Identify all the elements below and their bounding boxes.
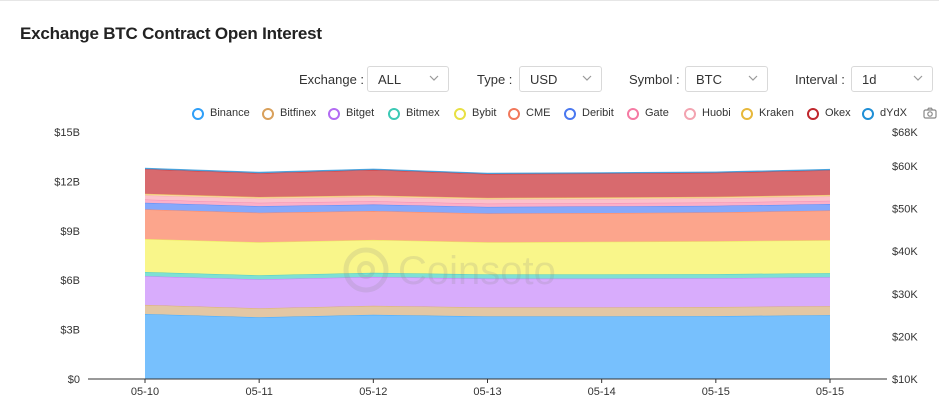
- page-title: Exchange BTC Contract Open Interest: [20, 24, 322, 43]
- y-right-tick-label: $50K: [892, 204, 918, 216]
- y-left-tick-label: $9B: [60, 226, 80, 238]
- area-gate: [145, 199, 830, 207]
- watermark-text: Coinsoto: [398, 249, 556, 293]
- area-kraken: [145, 193, 830, 200]
- legend-marker: [862, 108, 874, 120]
- y-right-tick-label: $68K: [892, 127, 918, 139]
- y-left-tick-label: $12B: [54, 176, 80, 188]
- symbol-select-value: BTC: [696, 72, 722, 87]
- legend-label: Bybit: [472, 107, 497, 119]
- chevron-down-icon: [582, 75, 592, 81]
- legend-label: Kraken: [759, 107, 794, 119]
- camera-icon[interactable]: [923, 107, 937, 119]
- area-okex: [145, 169, 830, 198]
- legend-marker: [741, 108, 753, 120]
- x-tick-label: 05-12: [359, 386, 387, 398]
- symbol-select[interactable]: BTC: [685, 66, 768, 92]
- legend-marker: [328, 108, 340, 120]
- legend-label: CME: [526, 107, 551, 119]
- legend-label: Deribit: [582, 107, 614, 119]
- top-divider: [0, 0, 939, 1]
- type-select-value: USD: [530, 72, 558, 87]
- y-left-tick-label: $3B: [60, 325, 80, 337]
- line-dydx: [144, 167, 831, 174]
- y-right-tick-label: $20K: [892, 331, 918, 343]
- y-right-tick-label: $30K: [892, 289, 918, 301]
- interval-select[interactable]: 1d: [851, 66, 933, 92]
- exchange-filter-label: Exchange :: [299, 72, 365, 87]
- legend-marker: [807, 108, 819, 120]
- legend-marker: [262, 108, 274, 120]
- area-bitmex: [145, 272, 830, 280]
- area-bitget: [145, 276, 830, 309]
- chart-legend: Binance Bitfinex Bitget Bitmex Bybit CME Derib…: [0, 106, 939, 122]
- type-select[interactable]: USD: [519, 66, 602, 92]
- symbol-filter-label: Symbol :: [629, 72, 680, 87]
- x-tick-label: 05-13: [473, 386, 501, 398]
- legend-label: dYdX: [880, 107, 907, 119]
- legend-label: Okex: [825, 107, 851, 119]
- y-right-tick-label: $40K: [892, 246, 918, 258]
- exchange-select[interactable]: ALL: [367, 66, 449, 92]
- area-cme: [145, 209, 830, 243]
- x-tick-label: 05-14: [588, 386, 616, 398]
- legend-label: Bitmex: [406, 107, 440, 119]
- legend-marker: [627, 108, 639, 120]
- coinsoto-logo: Coinsoto: [343, 247, 556, 293]
- y-right-tick-label: $60K: [892, 161, 918, 173]
- legend-label: Binance: [210, 107, 250, 119]
- chevron-down-icon: [913, 75, 923, 81]
- legend-label: Huobi: [702, 107, 731, 119]
- legend-label: Bitfinex: [280, 107, 317, 119]
- interval-filter-label: Interval :: [795, 72, 845, 87]
- legend-marker: [508, 108, 520, 120]
- x-tick-label: 05-11: [246, 386, 273, 398]
- area-binance: [145, 314, 830, 379]
- legend-marker: [684, 108, 696, 120]
- y-left-tick-label: $6B: [60, 275, 80, 287]
- x-tick-label: 05-15: [702, 386, 730, 398]
- y-left-tick-label: $15B: [54, 127, 80, 139]
- type-filter-label: Type :: [477, 72, 513, 87]
- chevron-down-icon: [748, 75, 758, 81]
- interval-select-value: 1d: [862, 72, 877, 87]
- legend-marker: [564, 108, 576, 120]
- legend-marker: [454, 108, 466, 120]
- exchange-select-value: ALL: [378, 72, 402, 87]
- area-bitfinex: [145, 304, 830, 318]
- y-right-tick-label: $10K: [892, 374, 918, 386]
- x-tick-label: 05-10: [131, 386, 159, 398]
- legend-label: Gate: [645, 107, 669, 119]
- legend-marker: [388, 108, 400, 120]
- x-tick-label: 05-15: [816, 386, 844, 398]
- filter-bar: Exchange : ALL Type : USD Symbol : BTC I…: [0, 66, 939, 94]
- legend-marker: [192, 108, 204, 120]
- chevron-down-icon: [429, 75, 439, 81]
- legend-label: Bitget: [346, 107, 375, 119]
- y-left-tick-label: $0: [68, 374, 80, 386]
- area-bybit: [145, 239, 830, 276]
